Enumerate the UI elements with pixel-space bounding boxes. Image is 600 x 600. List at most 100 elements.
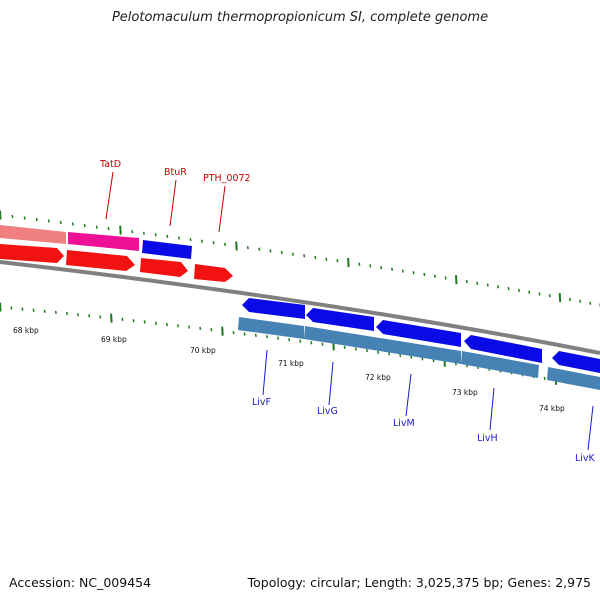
gene-label-livk[interactable]: LivK bbox=[575, 453, 596, 464]
gene-feature-pth0072[interactable] bbox=[194, 264, 233, 282]
minor-tick bbox=[358, 262, 361, 266]
minor-tick bbox=[177, 236, 180, 240]
minor-tick bbox=[507, 286, 510, 291]
minor-tick bbox=[77, 313, 80, 317]
minor-tick bbox=[269, 249, 272, 253]
major-tick bbox=[221, 326, 224, 336]
minor-tick bbox=[265, 335, 268, 339]
gene-feature-blue-2[interactable] bbox=[306, 308, 374, 331]
gene-feature-livg[interactable] bbox=[304, 326, 461, 364]
minor-tick bbox=[401, 269, 404, 273]
minor-tick bbox=[299, 339, 302, 343]
gene-label-tatd[interactable]: TatD bbox=[99, 159, 121, 170]
minor-tick bbox=[189, 237, 192, 242]
minor-tick bbox=[32, 308, 35, 312]
map-title: Pelotomaculum thermopropionicum SI, comp… bbox=[111, 10, 489, 25]
minor-tick bbox=[280, 250, 283, 255]
feature-track-3 bbox=[242, 298, 600, 373]
minor-tick bbox=[212, 241, 215, 245]
minor-tick bbox=[35, 217, 38, 222]
minor-tick bbox=[369, 264, 372, 268]
gene-label-btur[interactable]: BtuR bbox=[164, 167, 187, 178]
minor-tick bbox=[444, 276, 447, 280]
minor-tick bbox=[224, 242, 227, 247]
minor-tick bbox=[88, 314, 91, 318]
minor-tick bbox=[142, 231, 145, 235]
minor-tick bbox=[232, 330, 235, 335]
minor-tick bbox=[433, 274, 436, 278]
gene-feature-btur[interactable] bbox=[142, 240, 192, 259]
feature-track-1 bbox=[0, 225, 192, 259]
minor-tick bbox=[336, 259, 339, 263]
gene-label-livg[interactable]: LivG bbox=[317, 406, 338, 417]
minor-tick bbox=[321, 342, 324, 346]
accession-text: Accession: NC_009454 bbox=[9, 575, 152, 590]
gene-label-livh[interactable]: LivH bbox=[477, 433, 498, 444]
major-tick bbox=[0, 210, 2, 220]
minor-tick bbox=[365, 348, 368, 353]
minor-tick bbox=[538, 292, 541, 296]
minor-tick bbox=[476, 281, 479, 285]
minor-tick bbox=[154, 233, 157, 237]
gene-feature-livh-livk[interactable] bbox=[547, 367, 600, 390]
gene-label-livm[interactable]: LivM bbox=[393, 418, 415, 429]
minor-tick bbox=[43, 309, 46, 313]
feature-track-4 bbox=[238, 317, 600, 390]
gene-feature-blue-3[interactable] bbox=[376, 320, 461, 347]
minor-tick bbox=[589, 301, 592, 305]
gene-label-pth0072[interactable]: PTH_0072 bbox=[203, 173, 251, 184]
minor-tick bbox=[10, 306, 13, 310]
minor-tick bbox=[388, 352, 391, 356]
minor-tick bbox=[258, 247, 261, 251]
gene-feature-pink[interactable] bbox=[0, 225, 66, 244]
minor-tick bbox=[288, 338, 291, 342]
minor-tick bbox=[569, 297, 572, 302]
minor-tick bbox=[399, 353, 402, 358]
major-tick bbox=[110, 313, 113, 323]
minor-tick bbox=[132, 319, 135, 323]
major-tick bbox=[0, 302, 2, 312]
gene-feature-red-2[interactable] bbox=[66, 250, 135, 271]
minor-tick bbox=[412, 271, 415, 275]
kbp-label: 74 kbp bbox=[539, 404, 565, 413]
major-tick bbox=[455, 275, 458, 285]
minor-tick bbox=[11, 214, 14, 219]
minor-tick bbox=[410, 355, 413, 359]
gene-feature-livf[interactable] bbox=[238, 317, 304, 339]
minor-tick bbox=[188, 325, 191, 329]
minor-tick bbox=[143, 320, 146, 324]
minor-tick bbox=[423, 272, 426, 277]
minor-tick bbox=[291, 252, 294, 256]
major-tick bbox=[558, 293, 562, 303]
minor-tick bbox=[377, 350, 380, 354]
minor-tick bbox=[166, 234, 169, 239]
minor-tick bbox=[243, 332, 246, 336]
minor-tick bbox=[210, 328, 213, 332]
gene-feature-red-1[interactable] bbox=[0, 244, 64, 263]
minor-tick bbox=[465, 279, 468, 284]
minor-tick bbox=[59, 220, 62, 225]
gene-feature-livm[interactable] bbox=[461, 351, 539, 378]
minor-tick bbox=[199, 326, 202, 331]
minor-tick bbox=[579, 299, 582, 303]
minor-tick bbox=[154, 321, 157, 325]
gene-label-livf[interactable]: LivF bbox=[252, 397, 271, 408]
gene-feature-blue-5[interactable] bbox=[552, 351, 600, 373]
minor-tick bbox=[528, 290, 531, 294]
minor-tick bbox=[517, 288, 520, 293]
genome-backbone bbox=[0, 260, 600, 355]
minor-tick bbox=[71, 222, 74, 226]
minor-tick bbox=[165, 322, 168, 327]
minor-tick bbox=[254, 333, 257, 338]
gene-feature-blue-4[interactable] bbox=[464, 335, 542, 363]
minor-tick bbox=[343, 345, 346, 350]
kbp-label: 69 kbp bbox=[101, 335, 127, 344]
gene-feature-blue-1[interactable] bbox=[242, 298, 305, 319]
kbp-label: 71 kbp bbox=[278, 359, 304, 368]
gene-feature-tatd[interactable] bbox=[68, 232, 139, 251]
gene-feature-red-3[interactable] bbox=[140, 258, 188, 277]
kbp-label: 70 kbp bbox=[190, 346, 216, 355]
minor-tick bbox=[391, 267, 394, 271]
major-tick bbox=[347, 257, 350, 268]
